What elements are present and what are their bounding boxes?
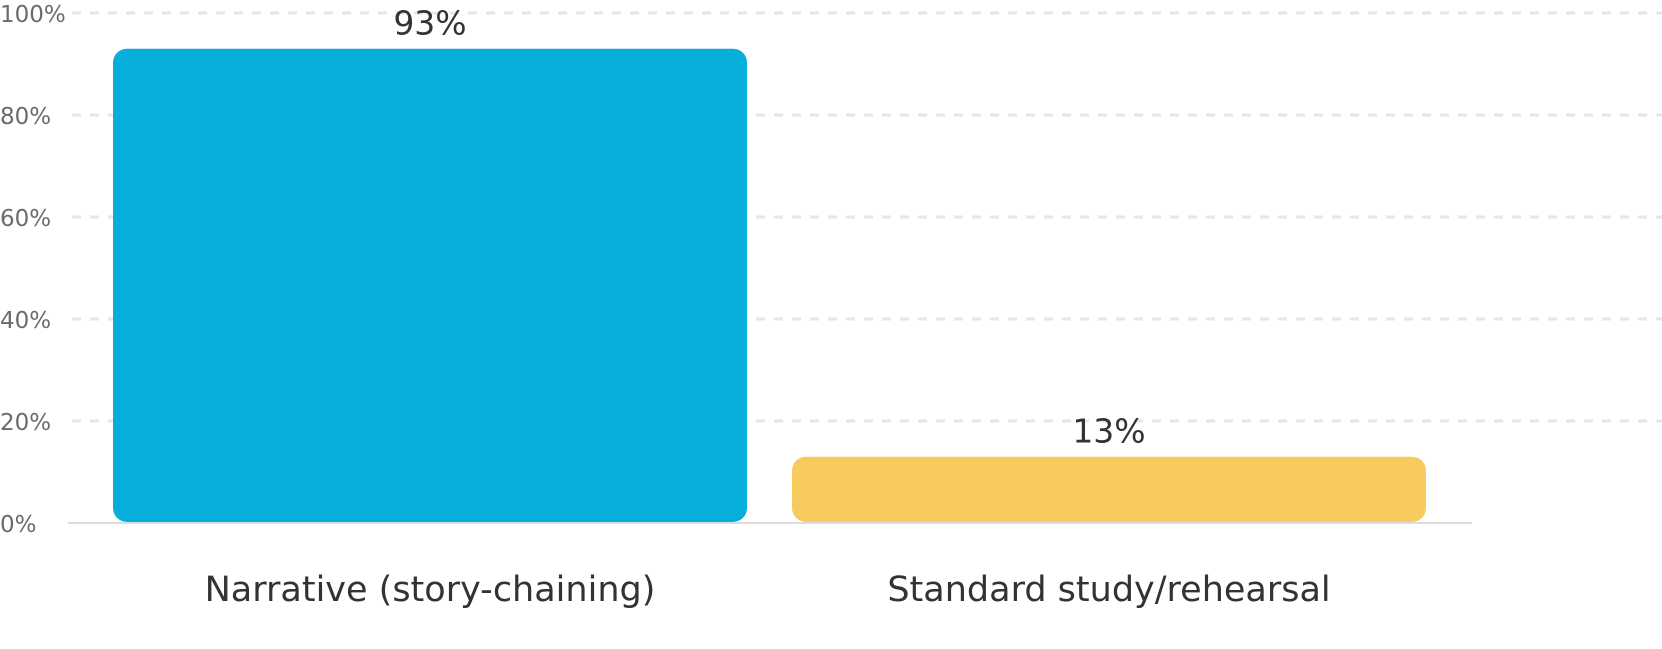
y-tick-label: 0% <box>0 512 37 538</box>
y-tick-label: 100% <box>0 2 66 28</box>
data-label: 13% <box>1072 412 1145 451</box>
y-tick-label: 60% <box>0 206 51 232</box>
x-tick-label: Narrative (story-chaining) <box>205 570 656 610</box>
x-tick-label: Standard study/rehearsal <box>887 570 1330 610</box>
y-tick-label: 80% <box>0 104 51 130</box>
y-tick-label: 20% <box>0 410 51 436</box>
bar <box>113 48 747 522</box>
bar <box>792 456 1426 522</box>
y-tick-label: 40% <box>0 308 51 334</box>
data-label: 93% <box>393 4 466 43</box>
